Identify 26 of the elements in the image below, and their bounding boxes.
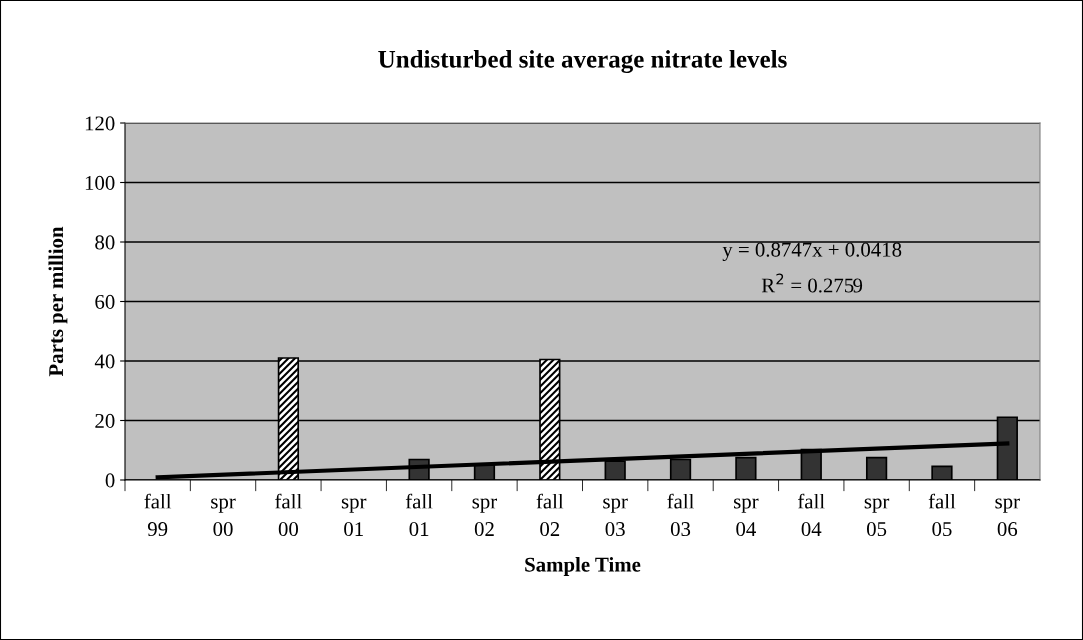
x-tick-label: spr 01 — [341, 498, 367, 537]
x-tick-label: fall 00 — [275, 493, 302, 537]
y-tick-label: 120 — [85, 116, 115, 131]
x-tick-label: spr 06 — [995, 498, 1020, 537]
x-tick-label: fall 05 — [928, 493, 956, 537]
y-tick-label: 80 — [95, 235, 115, 250]
x-tick-label: fall 99 — [144, 493, 172, 537]
annotation: y = 0.8747x + 0.0418 — [722, 242, 902, 261]
y-tick-label: 40 — [94, 354, 115, 369]
y-tick-label: 100 — [85, 175, 115, 190]
chart-title: Undisturbed site average nitrate levels — [378, 50, 787, 73]
x-tick-label: fall 03 — [667, 493, 694, 537]
x-tick-label: spr 05 — [864, 498, 890, 537]
x-tick-label: fall 02 — [536, 493, 564, 537]
x-tick-label: spr 02 — [472, 498, 498, 537]
x-axis-title: Sample Time — [525, 557, 641, 576]
x-tick-label: spr 03 — [603, 498, 628, 537]
y-tick-label: 20 — [95, 413, 115, 428]
y-tick-label: 0 — [105, 473, 115, 488]
x-tick-label: fall 01 — [405, 493, 433, 537]
y-axis-title: Parts per million — [48, 226, 68, 377]
x-tick-label: fall 04 — [798, 493, 825, 537]
annotation: R$^{2}$ = 0.2759 — [761, 273, 863, 293]
x-tick-label: spr 04 — [734, 498, 759, 537]
x-tick-label: spr 00 — [211, 498, 236, 537]
y-tick-label: 60 — [95, 294, 115, 309]
